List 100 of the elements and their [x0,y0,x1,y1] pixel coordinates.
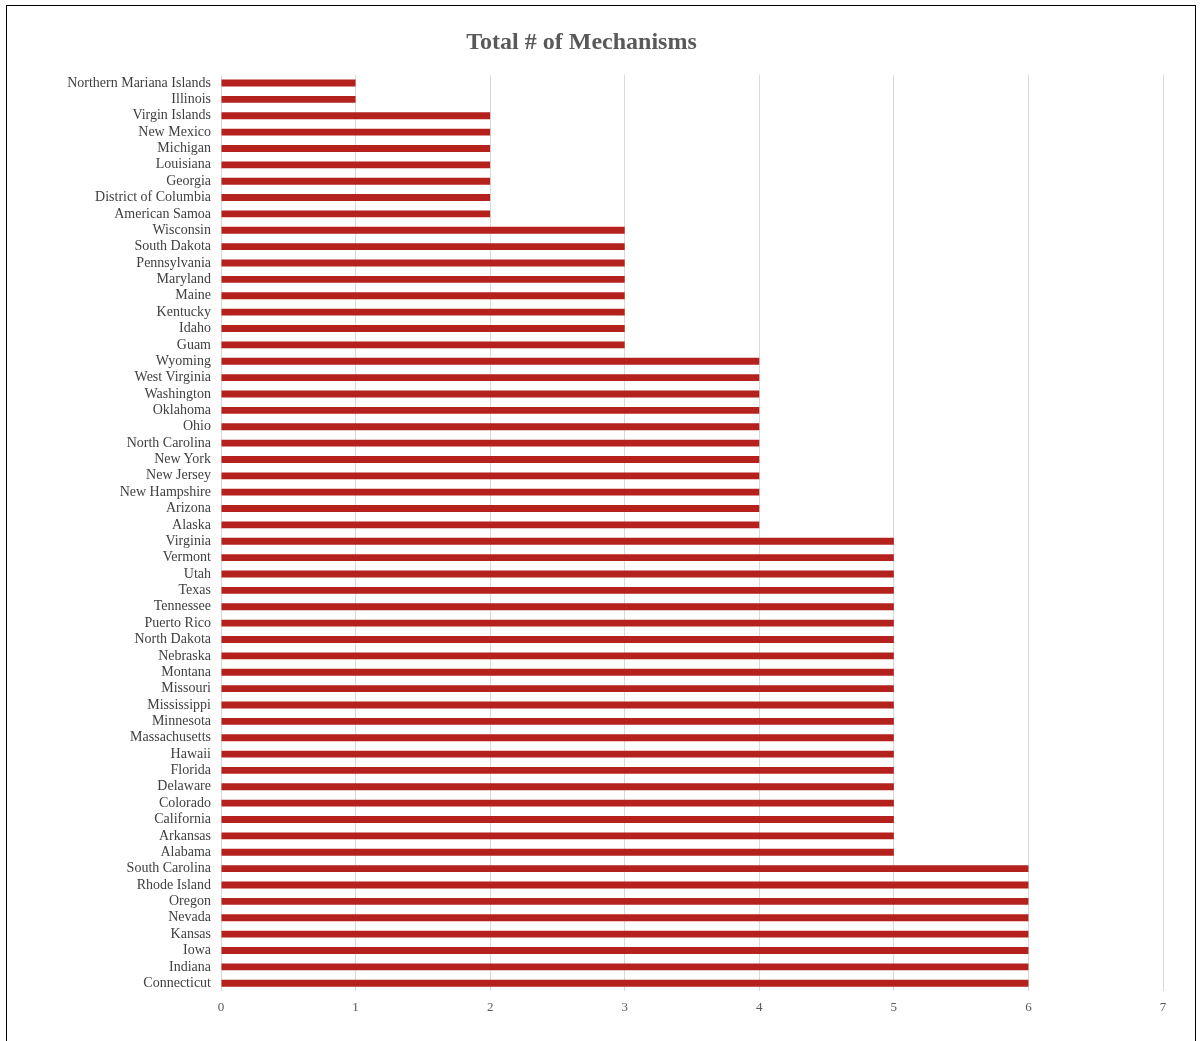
x-tick-label: 3 [621,998,628,1014]
y-tick-label: Massachusetts [130,729,211,745]
y-tick-label: Wyoming [155,352,211,368]
y-tick-label: Kentucky [156,303,211,319]
y-tick-label: Washington [144,385,211,401]
y-tick-label: District of Columbia [95,189,212,205]
y-tick-label: Texas [178,582,211,598]
y-tick-label: New Jersey [146,467,211,483]
y-tick-label: Florida [170,762,212,778]
y-tick-label: Virgin Islands [132,107,211,123]
y-tick-label: Tennessee [153,598,211,614]
x-tick-label: 1 [352,998,359,1014]
bar [221,897,1029,905]
y-tick-label: Maine [175,287,211,303]
bar [221,816,894,823]
y-tick-label: Arizona [165,500,212,516]
y-tick-label: Missouri [161,680,212,696]
y-tick-label: Alaska [172,516,212,532]
y-tick-label: Connecticut [143,974,212,990]
bar [221,243,625,251]
y-tick-label: Georgia [166,172,212,188]
bar [221,685,894,693]
bar [221,848,894,856]
y-tick-label: South Dakota [134,238,212,254]
x-tick-label: 5 [890,998,898,1014]
y-tick-label: Maryland [156,271,211,287]
y-tick-label: Puerto Rico [144,614,211,630]
y-tick-label: Mississippi [147,696,212,712]
bar [221,456,760,463]
bar [221,603,894,611]
bar [221,95,356,103]
bar [221,914,1029,922]
y-tick-label: Arkansas [158,827,211,843]
bar [221,750,894,758]
bar [221,783,894,791]
y-tick-label: Delaware [157,778,211,794]
bar [221,472,760,480]
bar [221,226,625,234]
bar [221,210,491,218]
bar [221,521,760,529]
y-tick-label: Oklahoma [152,402,212,418]
y-tick-label: Utah [183,565,211,581]
y-tick-label: South Carolina [126,860,212,876]
bar [221,619,894,627]
bar [221,292,625,300]
bar [221,439,760,447]
y-tick-label: New York [154,451,211,467]
bar [221,734,894,742]
bar [221,325,625,332]
x-tick-label: 2 [486,998,494,1014]
y-tick-label: Vermont [162,549,212,565]
y-tick-label: Hawaii [170,745,212,761]
bar [221,832,894,840]
bar [221,112,491,120]
bar [221,652,894,660]
bar [221,947,1029,954]
x-tick-label: 6 [1025,998,1033,1014]
y-tick-label: Ohio [183,418,211,434]
bar [221,554,894,562]
bar [221,865,1029,873]
y-tick-label: West Virginia [134,369,212,385]
y-tick-label: Louisiana [155,156,212,172]
bar [221,161,491,169]
bar [221,308,625,316]
y-tick-label: Wisconsin [152,221,211,237]
bar [221,767,894,774]
bar [221,963,1029,971]
bar [221,537,894,545]
bar [221,423,760,431]
bar [221,799,894,807]
y-tick-label: Indiana [169,958,212,974]
x-tick-label: 0 [217,998,225,1014]
bar [221,717,894,725]
bar [221,341,625,349]
y-tick-label: North Dakota [134,631,212,647]
y-tick-label: New Mexico [138,123,211,139]
bar [221,177,491,185]
bar [221,374,760,382]
y-tick-label: Virginia [165,532,212,548]
bar [221,979,1029,987]
y-tick-label: Montana [161,663,212,679]
y-tick-label: Colorado [158,794,211,810]
x-tick-label: 7 [1159,998,1167,1014]
y-tick-label: Pennsylvania [136,254,212,270]
bar [221,275,625,283]
y-tick-label: Illinois [171,91,211,107]
bar [221,128,491,136]
y-tick-label: Iowa [183,942,212,958]
y-tick-label: Rhode Island [136,876,211,892]
bar [221,505,760,512]
y-tick-label: Oregon [169,893,211,909]
y-tick-label: New Hampshire [119,483,211,499]
bar [221,930,1029,938]
bar [221,668,894,676]
bar [221,406,760,414]
bar [221,488,760,496]
y-tick-label: American Samoa [114,205,212,221]
bar [221,194,491,201]
y-tick-label: Nevada [168,909,212,925]
y-tick-label: Alabama [160,843,212,859]
